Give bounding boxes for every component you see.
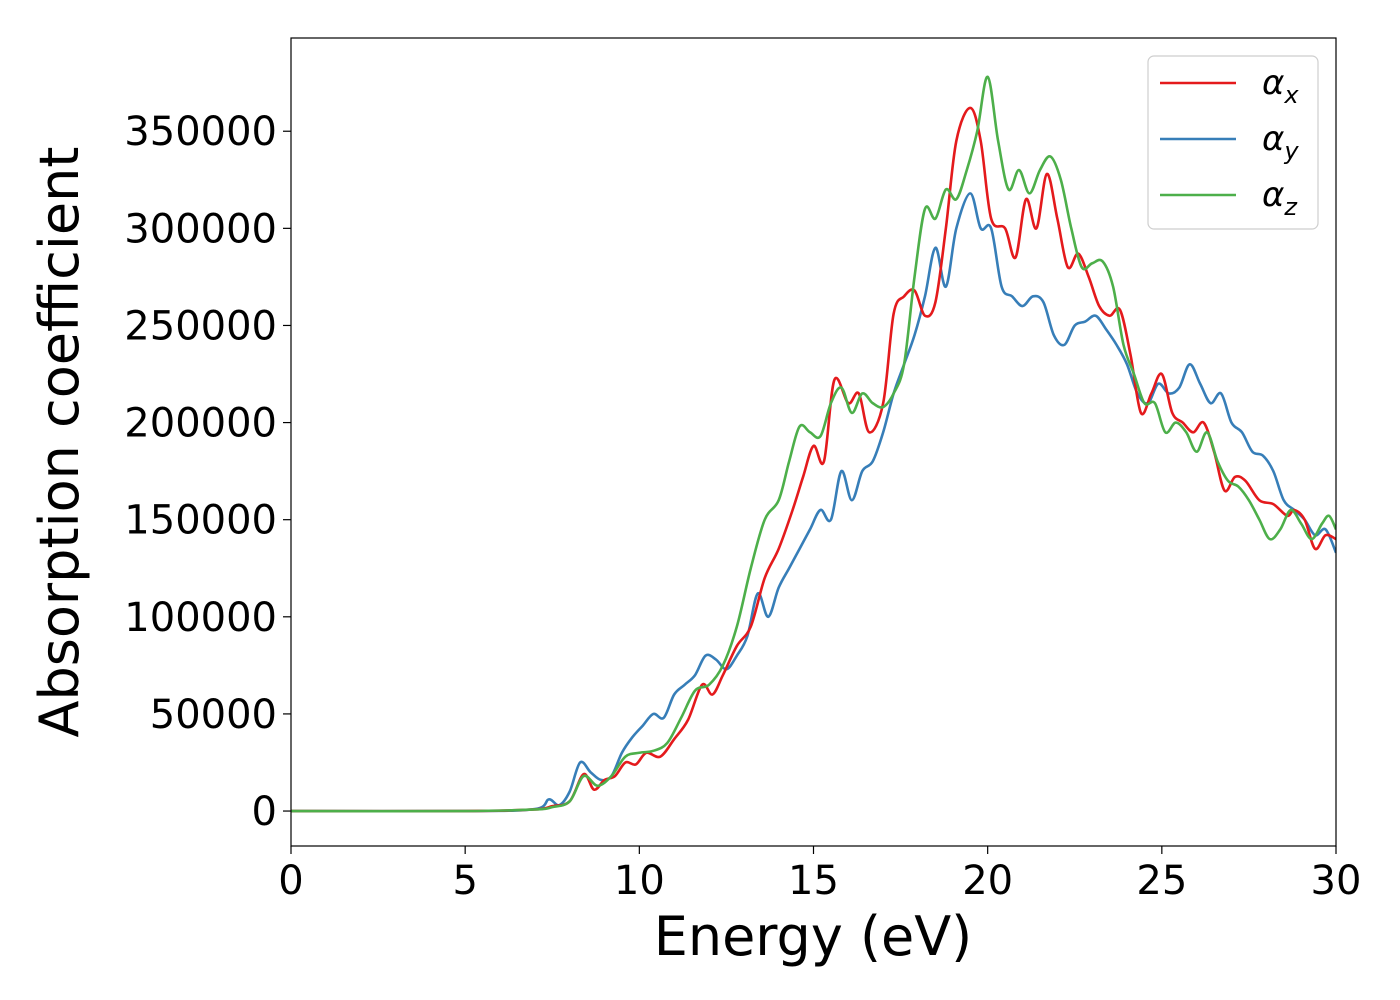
y-tick-label: 250000 [124, 303, 277, 349]
y-tick-label: 300000 [124, 206, 277, 252]
legend-label-alpha-y: αy [1262, 119, 1299, 165]
x-tick-label: 30 [1311, 858, 1362, 904]
x-tick-label: 25 [1136, 858, 1187, 904]
series-line-alpha-z [291, 75, 1336, 813]
legend-label-alpha-z: αz [1262, 175, 1298, 221]
x-tick-label: 5 [452, 858, 477, 904]
legend-label-subscript: y [1283, 137, 1299, 165]
y-tick-label: 100000 [124, 595, 277, 641]
y-tick-label: 350000 [124, 109, 277, 155]
y-tick-label: 50000 [150, 692, 277, 738]
y-axis-title: Absorption coefficient [28, 147, 91, 738]
legend-label-alpha-x: αx [1262, 63, 1299, 109]
y-tick-label: 150000 [124, 498, 277, 544]
series-layer [291, 75, 1336, 813]
legend-label-symbol: α [1262, 175, 1284, 215]
x-axis-title: Energy (eV) [654, 905, 973, 968]
x-tick-label: 20 [962, 858, 1013, 904]
legend-label-symbol: α [1262, 119, 1284, 159]
series-line-alpha-x [291, 106, 1336, 813]
y-tick-label: 0 [252, 789, 277, 835]
x-tick-label: 0 [278, 858, 303, 904]
y-tick-label: 200000 [124, 401, 277, 447]
x-axis: 0 5 10 15 20 25 30 [278, 846, 1361, 904]
legend-box [1147, 55, 1319, 230]
legend-label-subscript: z [1283, 193, 1298, 221]
x-tick-label: 15 [788, 858, 839, 904]
legend-label-symbol: α [1262, 63, 1284, 103]
x-tick-label: 10 [614, 858, 665, 904]
legend-label-subscript: x [1283, 81, 1299, 109]
y-axis: 0 50000 100000 150000 200000 250000 300000 3500… [124, 109, 291, 835]
